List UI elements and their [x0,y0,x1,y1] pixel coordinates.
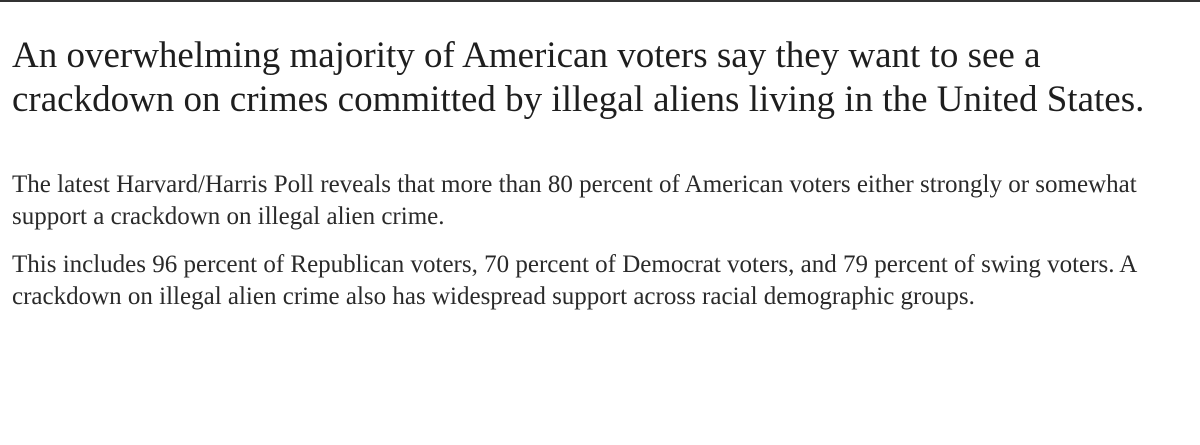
article-headline: An overwhelming majority of American vot… [12,34,1192,122]
article-paragraph-voter-breakdown: This includes 96 percent of Republican v… [12,249,1192,313]
article-body: An overwhelming majority of American vot… [12,34,1192,313]
article-paragraph-poll-summary: The latest Harvard/Harris Poll reveals t… [12,169,1192,233]
top-divider [0,0,1200,2]
